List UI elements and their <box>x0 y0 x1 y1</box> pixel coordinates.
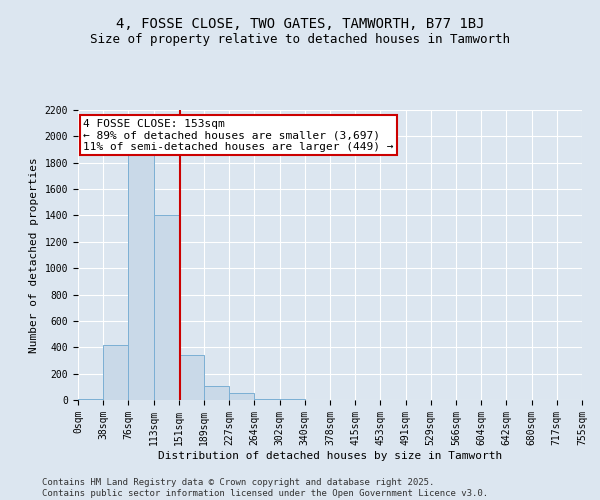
Text: Contains HM Land Registry data © Crown copyright and database right 2025.
Contai: Contains HM Land Registry data © Crown c… <box>42 478 488 498</box>
Bar <box>154 216 179 400</box>
Bar <box>254 398 280 400</box>
X-axis label: Distribution of detached houses by size in Tamworth: Distribution of detached houses by size … <box>158 450 502 460</box>
Text: 4, FOSSE CLOSE, TWO GATES, TAMWORTH, B77 1BJ: 4, FOSSE CLOSE, TWO GATES, TAMWORTH, B77… <box>116 18 484 32</box>
Y-axis label: Number of detached properties: Number of detached properties <box>29 157 39 353</box>
Bar <box>229 394 254 400</box>
Bar <box>103 344 128 400</box>
Text: 4 FOSSE CLOSE: 153sqm
← 89% of detached houses are smaller (3,697)
11% of semi-d: 4 FOSSE CLOSE: 153sqm ← 89% of detached … <box>83 118 394 152</box>
Bar <box>204 386 229 400</box>
Bar <box>128 143 154 400</box>
Bar <box>179 355 204 400</box>
Text: Size of property relative to detached houses in Tamworth: Size of property relative to detached ho… <box>90 32 510 46</box>
